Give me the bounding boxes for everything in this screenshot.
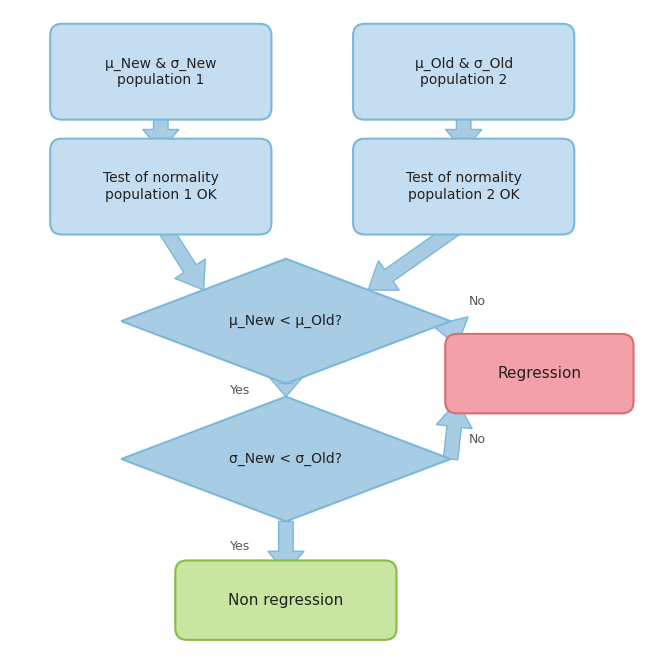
Text: No: No xyxy=(468,433,485,446)
Text: Test of normality
population 1 OK: Test of normality population 1 OK xyxy=(103,171,218,202)
Text: μ_New < μ_Old?: μ_New < μ_Old? xyxy=(229,314,343,328)
Text: Non regression: Non regression xyxy=(228,592,343,608)
Text: No: No xyxy=(468,295,485,308)
Polygon shape xyxy=(155,219,205,290)
Text: Yes: Yes xyxy=(230,383,250,397)
Polygon shape xyxy=(122,397,450,522)
FancyBboxPatch shape xyxy=(175,561,396,640)
Polygon shape xyxy=(122,259,450,383)
Text: Yes: Yes xyxy=(230,540,250,553)
Polygon shape xyxy=(433,316,468,346)
Text: Test of normality
population 2 OK: Test of normality population 2 OK xyxy=(406,171,522,202)
FancyBboxPatch shape xyxy=(353,138,574,234)
Text: Regression: Regression xyxy=(497,366,582,381)
FancyBboxPatch shape xyxy=(353,24,574,120)
Polygon shape xyxy=(446,108,482,150)
Polygon shape xyxy=(436,402,472,460)
Polygon shape xyxy=(268,375,304,397)
FancyBboxPatch shape xyxy=(446,334,633,413)
FancyBboxPatch shape xyxy=(50,24,272,120)
Polygon shape xyxy=(268,522,304,572)
Text: μ_New & σ_New
population 1: μ_New & σ_New population 1 xyxy=(105,57,216,87)
FancyBboxPatch shape xyxy=(50,138,272,234)
Text: σ_New < σ_Old?: σ_New < σ_Old? xyxy=(229,452,343,466)
Text: μ_Old & σ_Old
population 2: μ_Old & σ_Old population 2 xyxy=(414,56,513,87)
Polygon shape xyxy=(369,216,468,290)
Polygon shape xyxy=(143,108,179,150)
